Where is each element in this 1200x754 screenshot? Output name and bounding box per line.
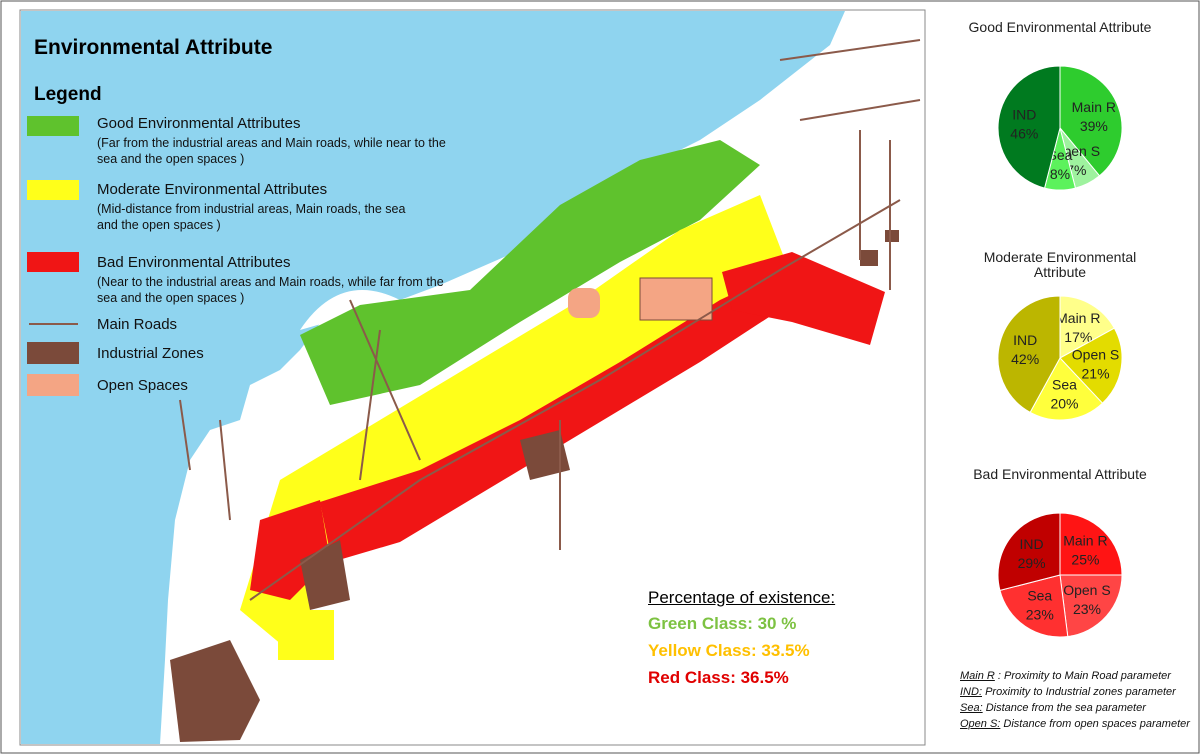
slice-label: IND (1012, 106, 1036, 122)
footnote: Main R : Proximity to Main Road paramete… (960, 670, 1171, 682)
pie-title: Good Environmental Attribute (968, 19, 1152, 35)
pie-slice (1029, 357, 1104, 421)
legend-label: Main Roads (97, 316, 178, 333)
slice-value-label: 46% (1010, 125, 1038, 141)
map-title: Environmental Attribute (34, 36, 273, 59)
legend-swatch (27, 252, 79, 272)
slice-label: Sea (1052, 377, 1077, 393)
slice-value-label: 21% (1082, 366, 1110, 382)
legend-swatch (27, 342, 79, 364)
road (249, 199, 901, 601)
slice-value-label: 23% (1073, 601, 1101, 617)
slice-label: Open S (1063, 582, 1110, 598)
slice-label: IND (1013, 332, 1037, 348)
footnote: Open S: Distance from open spaces parame… (960, 718, 1190, 730)
existence-item: Yellow Class: 33.5% (648, 641, 810, 660)
legend-swatch (27, 116, 79, 136)
pie-slice (1059, 574, 1123, 638)
footnote-text: : Proximity to Main Road parameter (997, 670, 1171, 682)
legend-title: Legend (34, 84, 102, 105)
pie-slice (997, 295, 1061, 414)
legend-swatches (27, 116, 79, 396)
pie-slice (1059, 65, 1123, 177)
pie-slice (1059, 512, 1123, 576)
bad-zone-port (722, 252, 885, 345)
slice-label: Main R (1072, 99, 1116, 115)
slice-value-label: 25% (1071, 552, 1099, 568)
legend-item: Good Environmental Attributes (Far from t… (97, 115, 457, 167)
slice-label: Open S (1072, 347, 1119, 363)
road (179, 399, 231, 521)
slice-label: Main R (1056, 310, 1100, 326)
slice-label: Main R (1063, 533, 1107, 549)
legend-label: Good Environmental Attributes (97, 115, 301, 132)
existence-title: Percentage of existence: (648, 588, 836, 607)
slice-label: Sea (1027, 588, 1052, 604)
industrial-zone (300, 540, 350, 610)
legend-label: Bad Environmental Attributes (97, 254, 291, 271)
footnote-term: Main R (960, 670, 995, 682)
sea (21, 11, 845, 744)
industrial-zone (520, 430, 570, 480)
industrial-zone (170, 640, 260, 742)
legend-item: Moderate Environmental Attributes (Mid-di… (97, 181, 427, 233)
footnote-term: Open S: (960, 718, 1001, 730)
road (779, 39, 921, 290)
slice-value-label: 29% (1018, 555, 1046, 571)
road (349, 299, 421, 481)
slice-value-label: 8% (1050, 166, 1070, 182)
legend-description: (Mid-distance from industrial areas, Mai… (97, 202, 406, 232)
legend-label: Open Spaces (97, 377, 188, 394)
slice-value-label: 42% (1011, 351, 1039, 367)
industrial-zone (860, 250, 878, 266)
slice-value-label: 20% (1050, 396, 1078, 412)
open-space (568, 288, 600, 318)
moderate-zone (278, 610, 334, 660)
slice-label: IND (1020, 536, 1044, 552)
good-zone (300, 140, 760, 405)
footnote-text: Distance from open spaces parameter (1003, 718, 1190, 730)
slice-value-label: 17% (1064, 329, 1092, 345)
footnote-term: IND: (960, 686, 982, 698)
footnote-text: Proximity to Industrial zones parameter (985, 686, 1176, 698)
legend-description: (Far from the industrial areas and Main … (97, 136, 446, 166)
existence-item: Red Class: 36.5% (648, 668, 789, 687)
slice-value-label: 23% (1026, 607, 1054, 623)
footnote-text: Distance from the sea parameter (985, 702, 1146, 714)
footnote: Sea: Distance from the sea parameter (960, 702, 1146, 714)
legend-swatch (27, 180, 79, 200)
pie-title: Moderate Environmental Attribute (983, 249, 1137, 280)
legend-label: Moderate Environmental Attributes (97, 181, 328, 198)
footnote-term: Sea: (960, 702, 983, 714)
bad-zone (320, 272, 792, 562)
legend-item: Bad Environmental Attributes (Near to the… (97, 254, 457, 306)
footnote: IND: Proximity to Industrial zones param… (960, 686, 1176, 698)
pie-slice (1059, 327, 1123, 404)
pie-slice (997, 65, 1061, 189)
pie-slice (1059, 295, 1116, 359)
open-space (639, 277, 713, 321)
legend-label: Industrial Zones (97, 345, 204, 362)
legend-description: (Near to the industrial areas and Main r… (97, 275, 444, 305)
pie-title: Bad Environmental Attribute (973, 466, 1147, 482)
pie-slice (999, 574, 1069, 638)
industrial-zone (885, 230, 899, 242)
main-roads (179, 39, 921, 601)
pie-slice (997, 512, 1061, 592)
legend-swatch (27, 374, 79, 396)
slice-value-label: 39% (1080, 118, 1108, 134)
existence-item: Green Class: 30 % (648, 614, 797, 633)
